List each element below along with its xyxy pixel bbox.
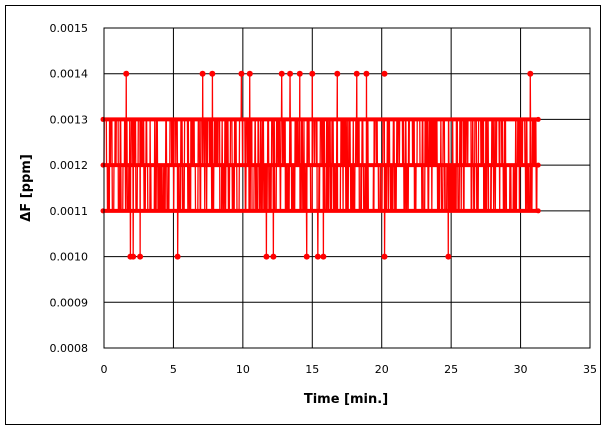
low-spike-marker	[270, 253, 277, 260]
high-spike-marker	[246, 70, 253, 77]
x-tick-label: 15	[305, 363, 319, 376]
high-spike-marker	[199, 70, 206, 77]
y-tick-label: 0.0011	[50, 205, 89, 218]
y-tick-label: 0.0014	[50, 68, 89, 81]
x-tick-label: 30	[514, 363, 528, 376]
high-spike-marker	[209, 70, 216, 77]
data-series	[100, 70, 541, 260]
y-tick-label: 0.0010	[50, 251, 89, 264]
x-tick-label: 20	[375, 363, 389, 376]
x-tick-label: 10	[236, 363, 250, 376]
low-spike-marker	[130, 253, 137, 260]
low-spike-marker	[137, 253, 144, 260]
x-tick-label: 35	[583, 363, 597, 376]
low-spike-marker	[174, 253, 181, 260]
x-axis-ticks: 0 5 10 15 20 25 30 35	[101, 363, 598, 376]
x-axis-title: Time [min.]	[304, 392, 388, 407]
high-spike-marker	[353, 70, 360, 77]
low-spike-marker	[445, 253, 452, 260]
y-tick-label: 0.0009	[50, 296, 89, 309]
y-tick-label: 0.0008	[50, 342, 89, 355]
high-spike-marker	[381, 70, 388, 77]
low-spike-marker	[303, 253, 310, 260]
high-spike-marker	[363, 70, 370, 77]
x-tick-label: 25	[444, 363, 458, 376]
low-spike-marker	[263, 253, 270, 260]
high-spike-marker	[334, 70, 341, 77]
y-tick-label: 0.0012	[50, 159, 89, 172]
high-spike-marker	[123, 70, 130, 77]
plot-area	[103, 27, 591, 349]
x-tick-label: 5	[170, 363, 177, 376]
y-axis-ticks: 0.0008 0.0009 0.0010 0.0011 0.0012 0.0013 0.00…	[50, 22, 89, 355]
x-tick-label: 0	[101, 363, 108, 376]
high-spike-marker	[238, 70, 245, 77]
low-spike-marker	[320, 253, 327, 260]
high-spike-marker	[287, 70, 294, 77]
low-spike-marker	[314, 253, 321, 260]
high-spike-marker	[527, 70, 534, 77]
low-spike-marker	[381, 253, 388, 260]
y-tick-label: 0.0015	[50, 22, 89, 35]
y-axis-title: ΔF [ppm]	[19, 154, 34, 222]
y-tick-label: 0.0013	[50, 113, 89, 126]
high-spike-marker	[309, 70, 316, 77]
high-spike-marker	[296, 70, 303, 77]
high-spike-marker	[278, 70, 285, 77]
